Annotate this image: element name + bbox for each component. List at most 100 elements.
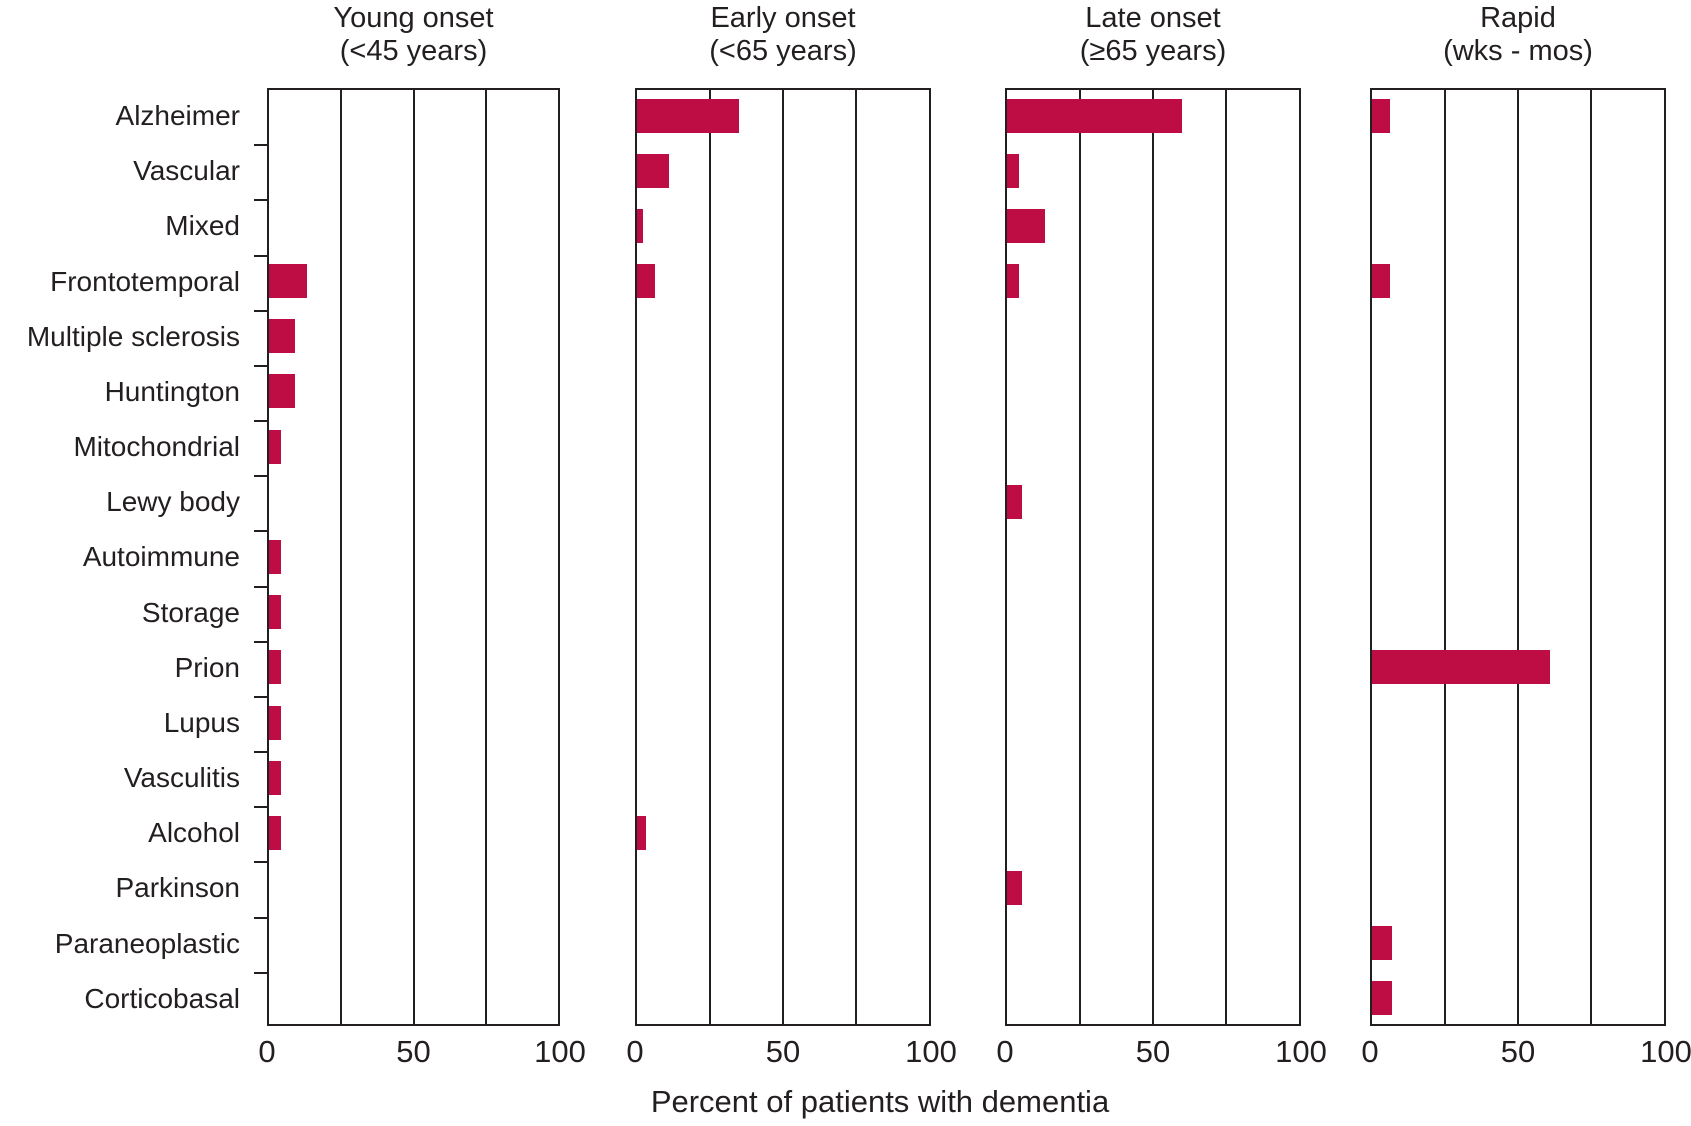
plot-panel-rapid bbox=[1370, 88, 1666, 1026]
y-axis-tick bbox=[254, 861, 267, 864]
x-tick-label-0: 0 bbox=[258, 1034, 276, 1069]
bar-young-onset-prion bbox=[269, 650, 281, 685]
bar-rapid-alzheimer bbox=[1372, 98, 1390, 133]
y-axis-tick bbox=[254, 364, 267, 367]
bar-late-onset-mixed bbox=[1007, 208, 1045, 243]
panel-title-line1: Rapid bbox=[1480, 2, 1556, 34]
category-label-corticobasal: Corticobasal bbox=[84, 982, 240, 1014]
category-label-prion: Prion bbox=[174, 651, 240, 683]
bar-young-onset-multiple-sclerosis bbox=[269, 319, 295, 354]
gridline-75 bbox=[484, 90, 487, 1024]
gridline-25 bbox=[1079, 90, 1081, 1024]
bar-young-onset-frontotemporal bbox=[269, 264, 307, 299]
plot-panel-late-onset bbox=[1005, 88, 1301, 1026]
plot-panel-young-onset bbox=[254, 88, 560, 1026]
x-tick-label-0: 0 bbox=[626, 1034, 644, 1069]
panel-title-line1: Late onset bbox=[1085, 2, 1221, 34]
x-tick-label-50: 50 bbox=[1500, 1034, 1536, 1069]
gridline-50 bbox=[782, 90, 784, 1024]
y-axis-tick bbox=[254, 254, 267, 257]
panel-title-young-onset: Young onset (<45 years) bbox=[267, 2, 560, 68]
panel-title-line1: Early onset bbox=[710, 2, 856, 34]
x-tick-label-100: 100 bbox=[1640, 1034, 1691, 1069]
bar-young-onset-alcohol bbox=[269, 815, 281, 850]
bar-late-onset-frontotemporal bbox=[1007, 264, 1019, 299]
panel-title-early-onset: Early onset (<65 years) bbox=[635, 2, 931, 68]
bar-early-onset-alzheimer bbox=[637, 98, 740, 133]
bar-early-onset-frontotemporal bbox=[637, 264, 655, 299]
x-tick-label-50: 50 bbox=[396, 1034, 431, 1069]
category-labels: Alzheimer Vascular Mixed Frontotemporal Mult… bbox=[0, 88, 240, 1026]
bar-late-onset-parkinson bbox=[1007, 871, 1022, 906]
bar-early-onset-alcohol bbox=[637, 815, 646, 850]
bar-rapid-paraneoplastic bbox=[1372, 926, 1393, 961]
category-label-alcohol: Alcohol bbox=[148, 817, 240, 849]
panel-title-line2: (≥65 years) bbox=[1079, 35, 1227, 67]
y-axis-tick bbox=[254, 971, 267, 974]
panel-title-line2: (<65 years) bbox=[709, 35, 857, 67]
x-tick-label-0: 0 bbox=[996, 1034, 1014, 1069]
gridline-75 bbox=[1590, 90, 1592, 1024]
bar-young-onset-vasculitis bbox=[269, 760, 281, 795]
bar-young-onset-mitochondrial bbox=[269, 429, 281, 464]
bar-rapid-prion bbox=[1372, 650, 1551, 685]
gridline-50 bbox=[1517, 90, 1519, 1024]
panel-title-line2: (wks - mos) bbox=[1443, 35, 1593, 67]
category-label-mitochondrial: Mitochondrial bbox=[73, 431, 240, 463]
gridline-50 bbox=[412, 90, 415, 1024]
gridline-50 bbox=[1152, 90, 1154, 1024]
bar-young-onset-autoimmune bbox=[269, 540, 281, 574]
x-tick-label-0: 0 bbox=[1361, 1034, 1379, 1069]
category-label-lupus: Lupus bbox=[163, 706, 240, 738]
category-label-alzheimer: Alzheimer bbox=[115, 100, 240, 131]
bar-young-onset-storage bbox=[269, 595, 281, 630]
category-label-mixed: Mixed bbox=[165, 210, 240, 242]
gridline-75 bbox=[1225, 90, 1227, 1024]
bar-early-onset-mixed bbox=[637, 208, 643, 243]
x-tick-label-50: 50 bbox=[765, 1034, 801, 1069]
gridline-25 bbox=[1444, 90, 1446, 1024]
y-axis-tick bbox=[254, 309, 267, 312]
bar-rapid-corticobasal bbox=[1372, 981, 1393, 1016]
bar-early-onset-vascular bbox=[637, 153, 670, 188]
category-label-vascular: Vascular bbox=[133, 155, 240, 187]
y-axis-tick bbox=[254, 806, 267, 809]
x-tick-label-100: 100 bbox=[905, 1034, 957, 1069]
category-label-autoimmune: Autoimmune bbox=[82, 541, 240, 573]
panel-title-line2: (<45 years) bbox=[339, 35, 488, 67]
panel-title-late-onset: Late onset (≥65 years) bbox=[1005, 2, 1301, 68]
category-label-huntington: Huntington bbox=[104, 375, 240, 407]
category-label-lewy-body: Lewy body bbox=[106, 486, 240, 518]
x-tick-label-50: 50 bbox=[1135, 1034, 1171, 1069]
x-tick-label-100: 100 bbox=[1275, 1034, 1327, 1069]
category-label-frontotemporal: Frontotemporal bbox=[50, 265, 240, 297]
category-label-storage: Storage bbox=[141, 596, 240, 628]
gridline-25 bbox=[709, 90, 711, 1024]
y-axis-tick bbox=[254, 144, 267, 147]
y-axis-tick bbox=[254, 916, 267, 919]
y-axis-tick bbox=[254, 420, 267, 423]
category-label-vasculitis: Vasculitis bbox=[123, 762, 240, 794]
category-label-paraneoplastic: Paraneoplastic bbox=[54, 927, 240, 959]
plot-panel-early-onset bbox=[635, 88, 931, 1026]
y-axis-tick bbox=[254, 199, 267, 202]
bar-young-onset-lupus bbox=[269, 705, 281, 740]
bar-late-onset-alzheimer bbox=[1007, 98, 1183, 133]
panel-title-line1: Young onset bbox=[333, 2, 494, 34]
category-label-multiple-sclerosis: Multiple sclerosis bbox=[26, 320, 240, 352]
gridline-25 bbox=[340, 90, 343, 1024]
y-axis-tick bbox=[254, 530, 267, 533]
bar-late-onset-vascular bbox=[1007, 153, 1019, 188]
y-axis-tick bbox=[254, 751, 267, 754]
bar-young-onset-huntington bbox=[269, 374, 295, 409]
y-axis-tick bbox=[254, 475, 267, 478]
gridline-75 bbox=[855, 90, 857, 1024]
x-tick-label-100: 100 bbox=[534, 1034, 586, 1069]
x-axis-label: Percent of patients with dementia bbox=[650, 1084, 1110, 1119]
y-axis-tick bbox=[254, 640, 267, 643]
panel-title-rapid: Rapid (wks - mos) bbox=[1370, 2, 1666, 68]
category-label-parkinson: Parkinson bbox=[115, 872, 240, 904]
y-axis-tick bbox=[254, 695, 267, 698]
bar-late-onset-lewy-body bbox=[1007, 484, 1022, 519]
